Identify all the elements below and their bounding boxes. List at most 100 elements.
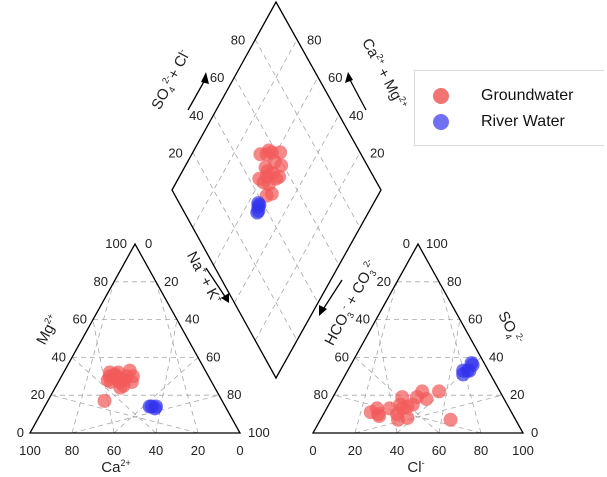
diamond-point-groundwater-13 — [269, 171, 283, 186]
legend-label-groundwater: Groundwater — [481, 87, 574, 104]
diamond-point-river-water-4 — [251, 203, 266, 218]
cation-grid-b-1 — [71, 394, 220, 434]
legend: Groundwater River Water — [414, 70, 604, 146]
anion-grid-b-4 — [438, 281, 482, 434]
diamond-point-groundwater-16 — [256, 175, 271, 190]
cation-grid-a-1 — [71, 281, 115, 434]
anion-grid-b-1 — [354, 394, 503, 434]
diamond-upper-right-tick-1: 40 — [349, 108, 363, 123]
tick-layer: 0 0 20 20 20 40 40 40 60 60 60 80 80 80 100 100 100 0 0 0 20… — [17, 33, 538, 458]
anion-point-groundwater-11 — [372, 408, 387, 423]
cation-grid-b-4 — [155, 281, 199, 434]
cation-point-groundwater-17 — [109, 369, 124, 384]
arrow-na-k — [205, 267, 229, 303]
cation-right-tick-1: 20 — [164, 274, 178, 289]
arrow-hco3-co3 — [319, 279, 343, 316]
diamond-upper-right-label: Ca2+ + Mg2+ — [358, 35, 410, 112]
anion-point-groundwater-10 — [432, 384, 446, 399]
cation-bottom-tick-2: 40 — [149, 443, 163, 458]
cation-left-label: Mg2+ — [32, 312, 62, 348]
anion-right-label: SO42- — [493, 308, 527, 348]
diamond-frame — [171, 0, 382, 380]
diamond-grid-b-1 — [192, 39, 298, 228]
cation-point-river-water-3 — [149, 399, 163, 414]
cation-right-tick-5: 100 — [248, 425, 270, 440]
anion-bottom-label: Cl- — [407, 458, 424, 476]
cation-bottom-tick-3: 60 — [107, 443, 121, 458]
cation-right-tick-4: 80 — [227, 387, 241, 402]
anion-point-groundwater-14 — [400, 410, 415, 425]
diamond-upper-left-tick-3: 80 — [231, 33, 245, 48]
anion-point-groundwater-15 — [393, 397, 408, 412]
cation-left-tick-1: 20 — [31, 387, 45, 402]
anion-bottom-tick-1: 20 — [348, 443, 362, 458]
legend-item-groundwater: Groundwater — [433, 85, 574, 107]
anion-right-tick-5: 100 — [426, 236, 448, 251]
cation-left-tick-2: 40 — [52, 349, 66, 364]
diamond-point-groundwater-10 — [264, 186, 279, 201]
diamond-upper-right-tick-3: 80 — [307, 33, 321, 48]
cation-grid-b-3 — [155, 319, 178, 434]
groundwater-marker-icon — [433, 88, 449, 104]
anion-left-tick-0: 0 — [403, 236, 410, 251]
anion-right-tick-4: 80 — [447, 274, 461, 289]
anion-bottom-tick-5: 100 — [512, 443, 534, 458]
cation-bottom-tick-4: 80 — [65, 443, 79, 458]
cation-bottom-label: Ca2+ — [101, 458, 130, 476]
anion-right-tick-3: 60 — [468, 312, 482, 327]
diamond-grid-a-3 — [234, 77, 340, 266]
anion-grid-b-3 — [438, 319, 461, 434]
anion-left-tick-3: 60 — [335, 349, 349, 364]
anion-grid-a-1 — [354, 281, 398, 434]
cation-right-tick-2: 40 — [185, 312, 199, 327]
anion-left-tick-2: 40 — [356, 312, 370, 327]
diamond-upper-left-label: SO42-+ Cl- — [147, 47, 195, 114]
cation-grid-a-4 — [50, 394, 199, 434]
legend-label-river-water: River Water — [481, 113, 565, 130]
diamond-grid-a-2 — [213, 114, 319, 303]
anion-left-tick-4: 80 — [314, 387, 328, 402]
cation-right-tick-3: 60 — [206, 349, 220, 364]
cation-frame — [28, 242, 242, 434]
anion-bottom-tick-4: 80 — [474, 443, 488, 458]
anion-point-river-water-5 — [462, 363, 477, 378]
cation-point-groundwater-14 — [97, 393, 112, 408]
point-layer — [97, 143, 480, 427]
cation-left-tick-4: 80 — [94, 274, 108, 289]
anion-left-tick-1: 20 — [377, 274, 391, 289]
anion-bottom-tick-3: 60 — [432, 443, 446, 458]
anion-right-tick-1: 20 — [510, 387, 524, 402]
river-water-marker-icon — [433, 114, 449, 130]
diamond-upper-right-tick-0: 20 — [370, 145, 384, 160]
anion-bottom-tick-0: 0 — [309, 443, 316, 458]
anion-point-groundwater-16 — [443, 412, 458, 427]
anion-point-groundwater-17 — [409, 390, 424, 405]
anion-frame — [311, 242, 525, 434]
cation-bottom-tick-1: 20 — [191, 443, 205, 458]
frame-layer — [28, 0, 525, 434]
cation-left-tick-3: 60 — [73, 312, 87, 327]
arrow-so4-cl — [187, 72, 209, 111]
cation-left-tick-5: 100 — [105, 236, 127, 251]
anion-left-label: HCO3- + CO32- — [321, 257, 383, 349]
cation-right-label: Na+ + K+ — [183, 248, 226, 307]
cation-right-tick-0: 0 — [145, 236, 152, 251]
anion-right-tick-2: 40 — [489, 349, 503, 364]
cation-left-tick-0: 0 — [17, 425, 24, 440]
anion-right-tick-0: 0 — [531, 425, 538, 440]
diamond-upper-left-tick-0: 20 — [168, 145, 182, 160]
diamond-upper-right-tick-2: 60 — [328, 70, 342, 85]
diamond-upper-left-tick-2: 60 — [210, 70, 224, 85]
diamond-upper-left-tick-1: 40 — [189, 108, 203, 123]
arrow-ca-mg — [345, 72, 367, 111]
diamond-point-groundwater-17 — [267, 154, 282, 169]
cation-grid-b-2 — [113, 357, 199, 434]
cation-grid-a-3 — [71, 357, 157, 434]
diamond-grid-b-3 — [234, 114, 340, 303]
cation-point-groundwater-16 — [122, 363, 137, 378]
legend-item-river-water: River Water — [433, 111, 565, 133]
anion-bottom-tick-2: 40 — [390, 443, 404, 458]
cation-bottom-tick-5: 100 — [19, 443, 41, 458]
cation-bottom-tick-0: 0 — [236, 443, 243, 458]
